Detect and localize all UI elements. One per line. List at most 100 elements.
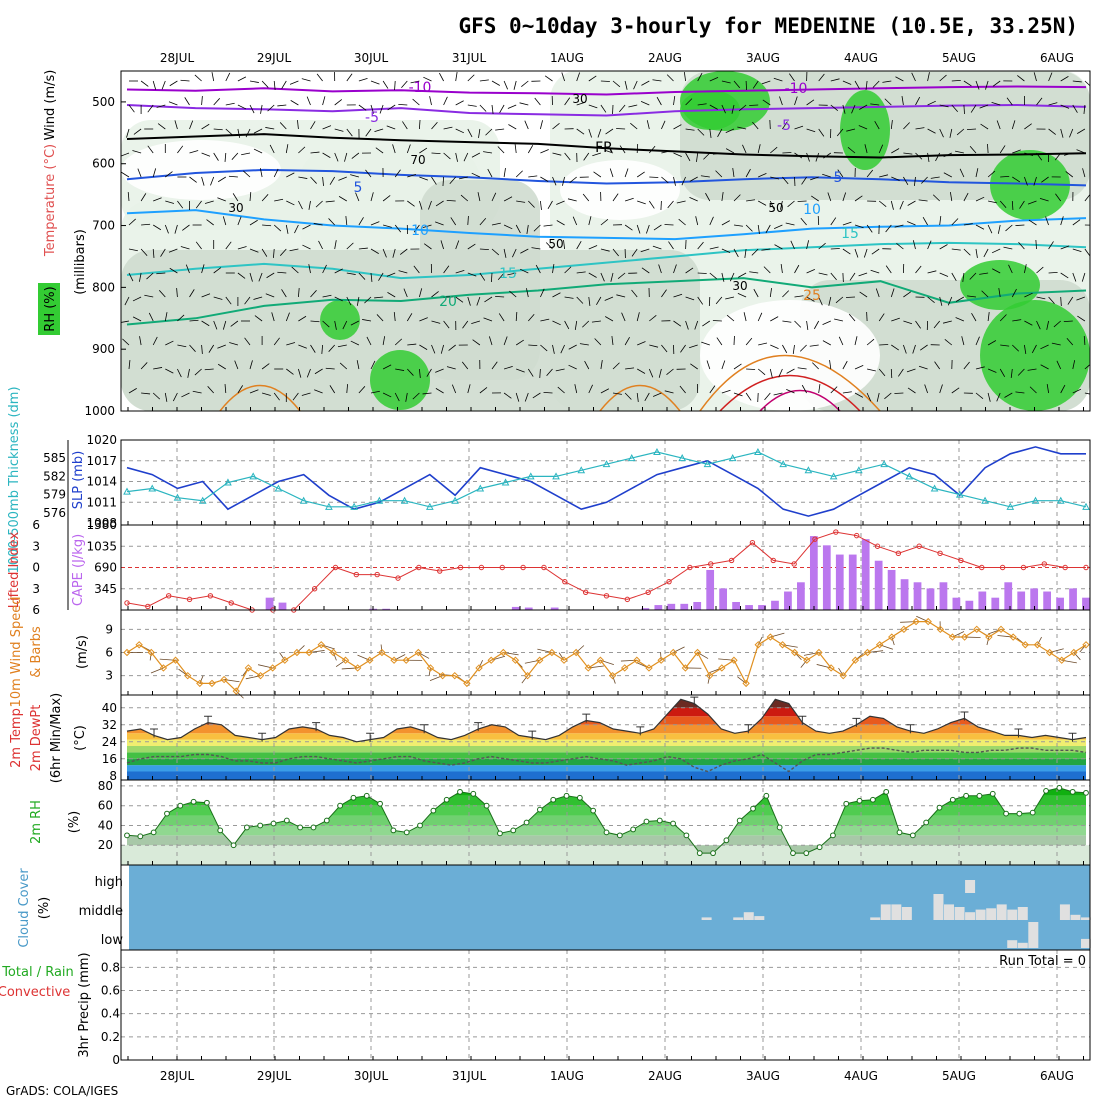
wind-barb [779,200,783,210]
rh-point [243,824,250,831]
wind-barb [206,219,214,226]
wind-barb [1060,128,1064,138]
wind-barb [624,80,628,90]
lifted-index-point [874,543,881,549]
wind-barb [261,80,269,88]
wind-barb [306,96,311,106]
isotherm-label: 10 [411,223,429,239]
wind-barb [370,80,380,85]
wind-barb [1019,200,1025,209]
rh-contour-label: 30 [732,279,747,293]
wind-barb [835,296,844,304]
wind-barb [508,124,517,130]
wind-barb [370,192,374,202]
wind-barb [467,243,476,250]
wind-barb [609,168,614,178]
wind-barb [792,344,795,354]
wind-barb [356,360,360,370]
li-tick: 3 [32,539,40,553]
wind-barb [346,242,354,250]
wind-barb [487,168,493,178]
wind-barb [969,272,977,280]
wind-barb [794,295,804,298]
wind-barb [279,122,287,130]
cloud-bar-middle [996,904,1007,920]
wind-barb [431,152,441,155]
wind-barb [822,340,831,346]
rh-point [350,794,357,801]
wind-barb [596,296,602,305]
precip-tick: 0.2 [101,1030,120,1044]
wind-barb [552,123,560,130]
wind-speed-point [875,641,884,649]
wind-barb [1072,104,1078,113]
wind-barb [822,320,831,326]
wind-barb [924,384,928,394]
lifted-index-point [979,564,985,571]
wind-barb [970,104,977,113]
wind-barb [552,264,555,274]
wind-barb [382,392,392,398]
wind-speed-point [572,648,580,657]
footer-credit: GrADS: COLA/IGES [6,1084,118,1098]
wind-barb [1015,391,1025,394]
wind-barb [885,224,892,233]
wind-speed-point [196,679,204,688]
cape-bar [809,536,818,610]
wind-barb [237,128,241,138]
wind-barb [1067,296,1074,305]
thickness-point [224,478,232,486]
wind-barb [298,200,303,210]
wind-barb [1024,264,1027,274]
cape-bar [926,588,935,610]
wind-barb [789,73,795,82]
wind-barb [1072,272,1077,282]
wind-barb [128,104,135,113]
wind-barb [479,272,486,281]
thickness-point [451,496,459,504]
wind-barb [234,360,239,370]
thickness-point [829,472,838,480]
wind-barb [527,368,534,377]
wind-barb [733,224,743,227]
rh-point [803,850,810,857]
wind-barb [260,104,263,114]
wind-barb [891,317,900,322]
wind-barb [915,152,923,160]
temp-band [127,771,1086,780]
wind-barb [540,344,548,352]
slp-tick: 1008 [86,516,117,530]
top-date-label: 31JUL [452,51,487,65]
wind-barb [274,198,284,202]
wind-barb [334,99,343,106]
wind-barb [907,221,916,226]
wind-barb [479,387,488,394]
wind-barb [128,272,134,282]
rh-contour-label: 50 [768,201,783,215]
cape-ylabel: CAPE (J/kg) [71,534,86,606]
lifted-index-point [937,550,943,557]
top-date-axis: 28JUL 29JUL 30JUL 31JUL 1AUG 2AUG 3AUG 4AUG 5AUG… [160,51,1074,65]
wind-barb [419,288,423,298]
pressure-tick: 800 [92,280,115,294]
wind-speed-point [1033,641,1042,649]
wind-barb [809,344,819,347]
wind-barb [1060,384,1066,394]
wind-speed-point [171,656,180,664]
isotherm--5 [126,103,1087,117]
wind-barb [810,176,819,181]
wind-barb [979,104,989,109]
precip-ylabel: 3hr Precip (mm) [77,952,92,1057]
wind-barb [267,104,275,112]
wind-barb [201,95,203,106]
wind-barb [515,392,520,402]
wind-barb [407,200,415,207]
wind-barb [1060,245,1070,250]
wind-speed-point [888,633,896,641]
wind-barb [322,125,332,130]
wind-barb [351,152,360,159]
wind-barb [483,317,493,322]
wind-barb [648,200,655,209]
wind-barb [1017,368,1025,376]
wind-barb [975,224,985,230]
